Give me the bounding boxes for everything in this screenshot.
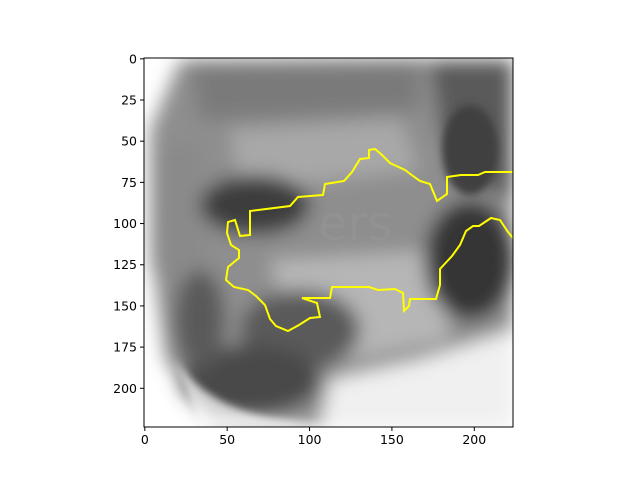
y-tick-label: 25: [121, 93, 137, 108]
y-tick-label: 175: [113, 340, 137, 355]
y-tick-label: 50: [121, 134, 137, 149]
x-tick-label: 200: [462, 432, 486, 447]
watermark-text: ers: [318, 196, 392, 252]
y-tick-label: 75: [121, 175, 137, 190]
x-tick-label: 100: [298, 432, 322, 447]
face-image: ers: [144, 58, 513, 427]
x-tick-label: 150: [380, 432, 404, 447]
segmentation-contour: [224, 147, 514, 333]
y-tick-label: 150: [113, 298, 137, 313]
y-tick-label: 0: [129, 51, 137, 66]
x-tick-label: 50: [219, 432, 235, 447]
y-tick-label: 200: [113, 381, 137, 396]
x-axis-ticks: 0 50 100 150 200: [141, 427, 486, 447]
y-axis-ticks: 0 25 50 75 100 125 150 175 200: [113, 51, 144, 396]
axes-frame: [143, 57, 514, 428]
y-tick-label: 125: [113, 257, 137, 272]
x-tick-label: 0: [141, 432, 149, 447]
y-tick-label: 100: [113, 216, 137, 231]
